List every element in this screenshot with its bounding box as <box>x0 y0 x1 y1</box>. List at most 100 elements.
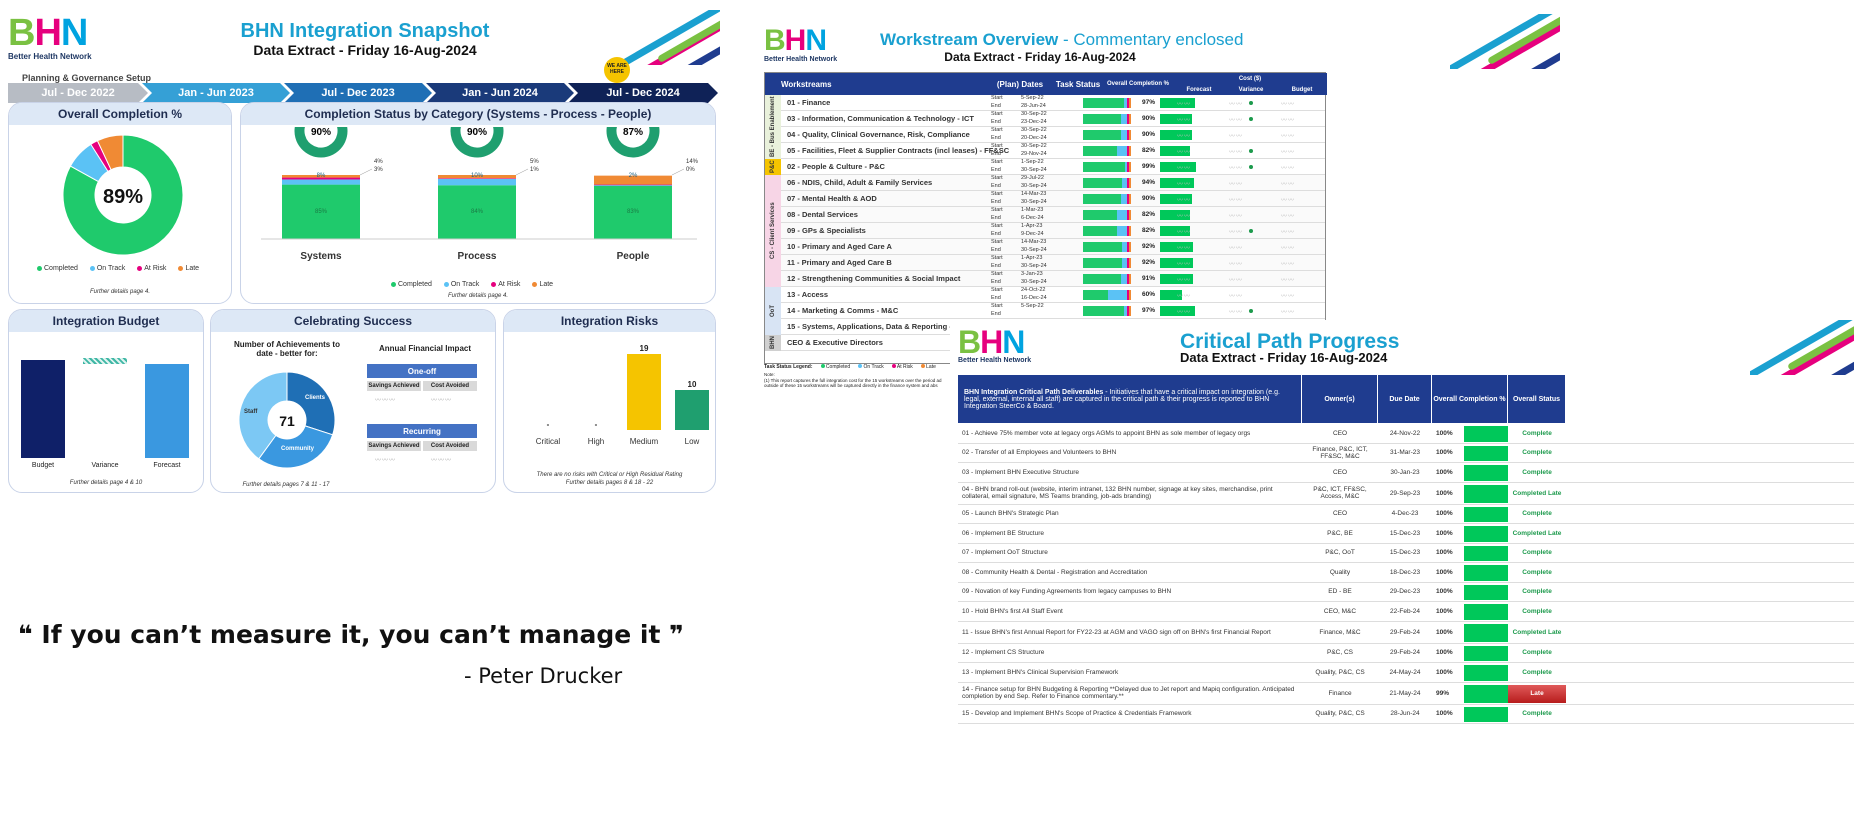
risk-value-label: - <box>595 420 598 429</box>
category-label: Systems <box>300 251 342 262</box>
critical-path-row[interactable]: 15 - Develop and Implement BHN's Scope o… <box>958 705 1854 724</box>
workstream-row[interactable]: 09 - GPs & Specialists Start 1-Apr-23 End 9-… <box>765 223 1325 239</box>
status-badge: Complete <box>1522 668 1552 676</box>
redacted-cost: 〰〰 <box>1177 262 1192 268</box>
variance-status-dot <box>1249 117 1253 121</box>
redacted-cost: 〰〰 <box>1177 310 1192 316</box>
completion-pct: 99% <box>1142 163 1156 170</box>
donut-slice <box>258 425 334 469</box>
critical-path-row[interactable]: 12 - Implement CS Structure P&C, CS 29-Feb… <box>958 644 1854 663</box>
due-date-cell: 29-Sep-23 <box>1389 489 1421 497</box>
completion-pct: 82% <box>1142 227 1156 234</box>
critical-path-row[interactable]: 03 - Implement BHN Executive Structure CE… <box>958 463 1854 483</box>
deliverable-text: 02 - Transfer of all Employees and Volun… <box>962 449 1117 457</box>
due-date-cell: 29-Dec-23 <box>1389 588 1421 596</box>
close-quote-mark: ❞ <box>669 620 684 649</box>
task-status-bar <box>1083 130 1131 140</box>
due-date-cell: 28-Jun-24 <box>1390 710 1420 718</box>
workstream-dates: Start 29-Jul-22 End 30-Sep-24 <box>991 175 1047 189</box>
redacted-cost: 〰〰 <box>1281 310 1296 316</box>
owner-cell: P&C, CS <box>1326 649 1353 657</box>
task-status-bar <box>1083 290 1131 300</box>
due-date-cell: 22-Feb-24 <box>1390 607 1420 615</box>
workstream-row[interactable]: 14 - Marketing & Comms - M&C Start 5-Sep-2… <box>765 303 1325 319</box>
workstream-dates: Start 30-Sep-22 End 23-Dec-24 <box>991 111 1047 125</box>
critical-path-row[interactable]: 13 - Implement BHN's Clinical Supervisio… <box>958 663 1854 683</box>
critical-path-row[interactable]: 02 - Transfer of all Employees and Volun… <box>958 444 1854 463</box>
timeline-segment: Jan - Jun 2023 <box>142 83 290 103</box>
stack-label: 10% <box>471 173 484 179</box>
critical-path-row[interactable]: 08 - Community Health & Dental - Registr… <box>958 563 1854 583</box>
workstream-dates: Start 5-Sep-22 End 28-Jun-24 <box>991 95 1046 109</box>
bhn-logo: BHN <box>764 24 827 57</box>
completion-pct: 100% <box>1436 468 1453 476</box>
workstream-row[interactable]: 08 - Dental Services Start 1-Mar-23 End 6-De… <box>765 207 1325 223</box>
quote-text: ❝ If you can’t measure it, you can’t man… <box>18 620 684 649</box>
stack-segment <box>594 184 672 186</box>
critical-path-row[interactable]: 04 - BHN brand roll-out (website, interi… <box>958 483 1854 505</box>
risks-note-2: Further details pages 8 & 18 - 22 <box>565 480 654 486</box>
integration-budget-card: Integration Budget Budget Variance Forec… <box>8 309 204 493</box>
timeline-segment: Jan - Jun 2024 <box>426 83 574 103</box>
completion-pct: 100% <box>1436 510 1453 518</box>
completion-bar <box>1160 114 1192 124</box>
critical-path-row[interactable]: 14 - Finance setup for BHN Budgeting & R… <box>958 683 1854 705</box>
workstream-row[interactable]: 04 - Quality, Clinical Governance, Risk,… <box>765 127 1325 143</box>
completion-bar <box>1160 290 1182 300</box>
workstream-row[interactable]: 07 - Mental Health & AOD Start 14-Mar-23 En… <box>765 191 1325 207</box>
status-badge: Complete <box>1522 710 1552 718</box>
workstream-row[interactable]: 06 - NDIS, Child, Adult & Family Service… <box>765 175 1325 191</box>
col-forecast: Forecast <box>1173 84 1225 95</box>
completion-bar <box>1464 565 1508 581</box>
budget-bar <box>21 360 65 458</box>
workstream-dates: Start 5-Sep-22 End <box>991 303 1044 317</box>
workstream-row[interactable]: 12 - Strengthening Communities & Social … <box>765 271 1325 287</box>
critical-path-row[interactable]: 10 - Hold BHN's first All Staff Event CEO… <box>958 602 1854 622</box>
status-badge: Complete <box>1522 510 1552 518</box>
donut-slice <box>238 371 288 460</box>
legend-item: Completed <box>820 364 850 370</box>
page-title: BHN Integration Snapshot <box>240 20 490 42</box>
completion-pct: 97% <box>1142 99 1156 106</box>
completion-pct: 92% <box>1142 259 1156 266</box>
bhn-logo: BHN <box>8 12 88 54</box>
workstream-row[interactable]: 11 - Primary and Aged Care B Start 1-Apr-2… <box>765 255 1325 271</box>
savings-col: Savings Achieved <box>367 381 421 391</box>
redacted-cost: 〰〰 <box>1229 134 1244 140</box>
stack-label: 5% <box>530 159 539 165</box>
workstream-row[interactable]: 02 - People & Culture - P&C Start 1-Sep-22… <box>765 159 1325 175</box>
workstream-row[interactable]: 05 - Facilities, Fleet & Supplier Contra… <box>765 143 1325 159</box>
due-date-cell: 30-Jan-23 <box>1390 468 1420 476</box>
workstream-row[interactable]: 10 - Primary and Aged Care A Start 14-Mar-… <box>765 239 1325 255</box>
card-header: Completion Status by Category (Systems -… <box>241 103 715 125</box>
redacted-cost: 〰〰 <box>1177 214 1192 220</box>
stack-segment <box>438 178 516 179</box>
completion-bar <box>1160 146 1190 156</box>
critical-path-row[interactable]: 09 - Novation of key Funding Agreements … <box>958 583 1854 602</box>
owner-cell: Finance, M&C <box>1319 628 1361 636</box>
completion-bar <box>1160 226 1190 236</box>
status-badge: Complete <box>1522 429 1552 437</box>
leader-line <box>359 168 373 176</box>
owner-cell: CEO <box>1332 510 1348 518</box>
critical-path-row[interactable]: 01 - Achieve 75% member vote at legacy o… <box>958 424 1854 444</box>
donut-slice <box>96 134 124 171</box>
redacted-cost: 〰〰 <box>1229 118 1244 124</box>
legend-item: At Risk <box>891 364 913 370</box>
critical-title: Critical Path Progress <box>1180 330 1400 353</box>
workstream-dates: Start 30-Sep-22 End 29-Nov-24 <box>991 143 1047 157</box>
critical-path-row[interactable]: 07 - Implement OoT Structure P&C, OoT 15-D… <box>958 544 1854 563</box>
workstream-row[interactable]: 13 - Access Start 24-Oct-22 End 16-Dec-24 60%… <box>765 287 1325 303</box>
critical-path-row[interactable]: 11 - Issue BHN's first Annual Report for… <box>958 622 1854 644</box>
workstream-dates: Start 1-Apr-23 End 30-Sep-24 <box>991 255 1047 269</box>
redacted-value: 〰〰〰 <box>375 398 397 404</box>
workstream-row[interactable]: 03 - Information, Communication & Techno… <box>765 111 1325 127</box>
workstream-row[interactable]: 01 - Finance Start 5-Sep-22 End 28-Jun-24 97%… <box>765 95 1325 111</box>
task-status-bar <box>1083 242 1131 252</box>
risk-category-label: Medium <box>630 437 659 446</box>
critical-path-row[interactable]: 05 - Launch BHN's Strategic Plan CEO 4-Dec… <box>958 505 1854 524</box>
critical-path-row[interactable]: 06 - Implement BE Structure P&C, BE 15-Dec… <box>958 524 1854 544</box>
avoided-col: Cost Avoided <box>423 381 477 391</box>
redacted-cost: 〰〰 <box>1281 294 1296 300</box>
task-status-bar <box>1083 306 1131 316</box>
